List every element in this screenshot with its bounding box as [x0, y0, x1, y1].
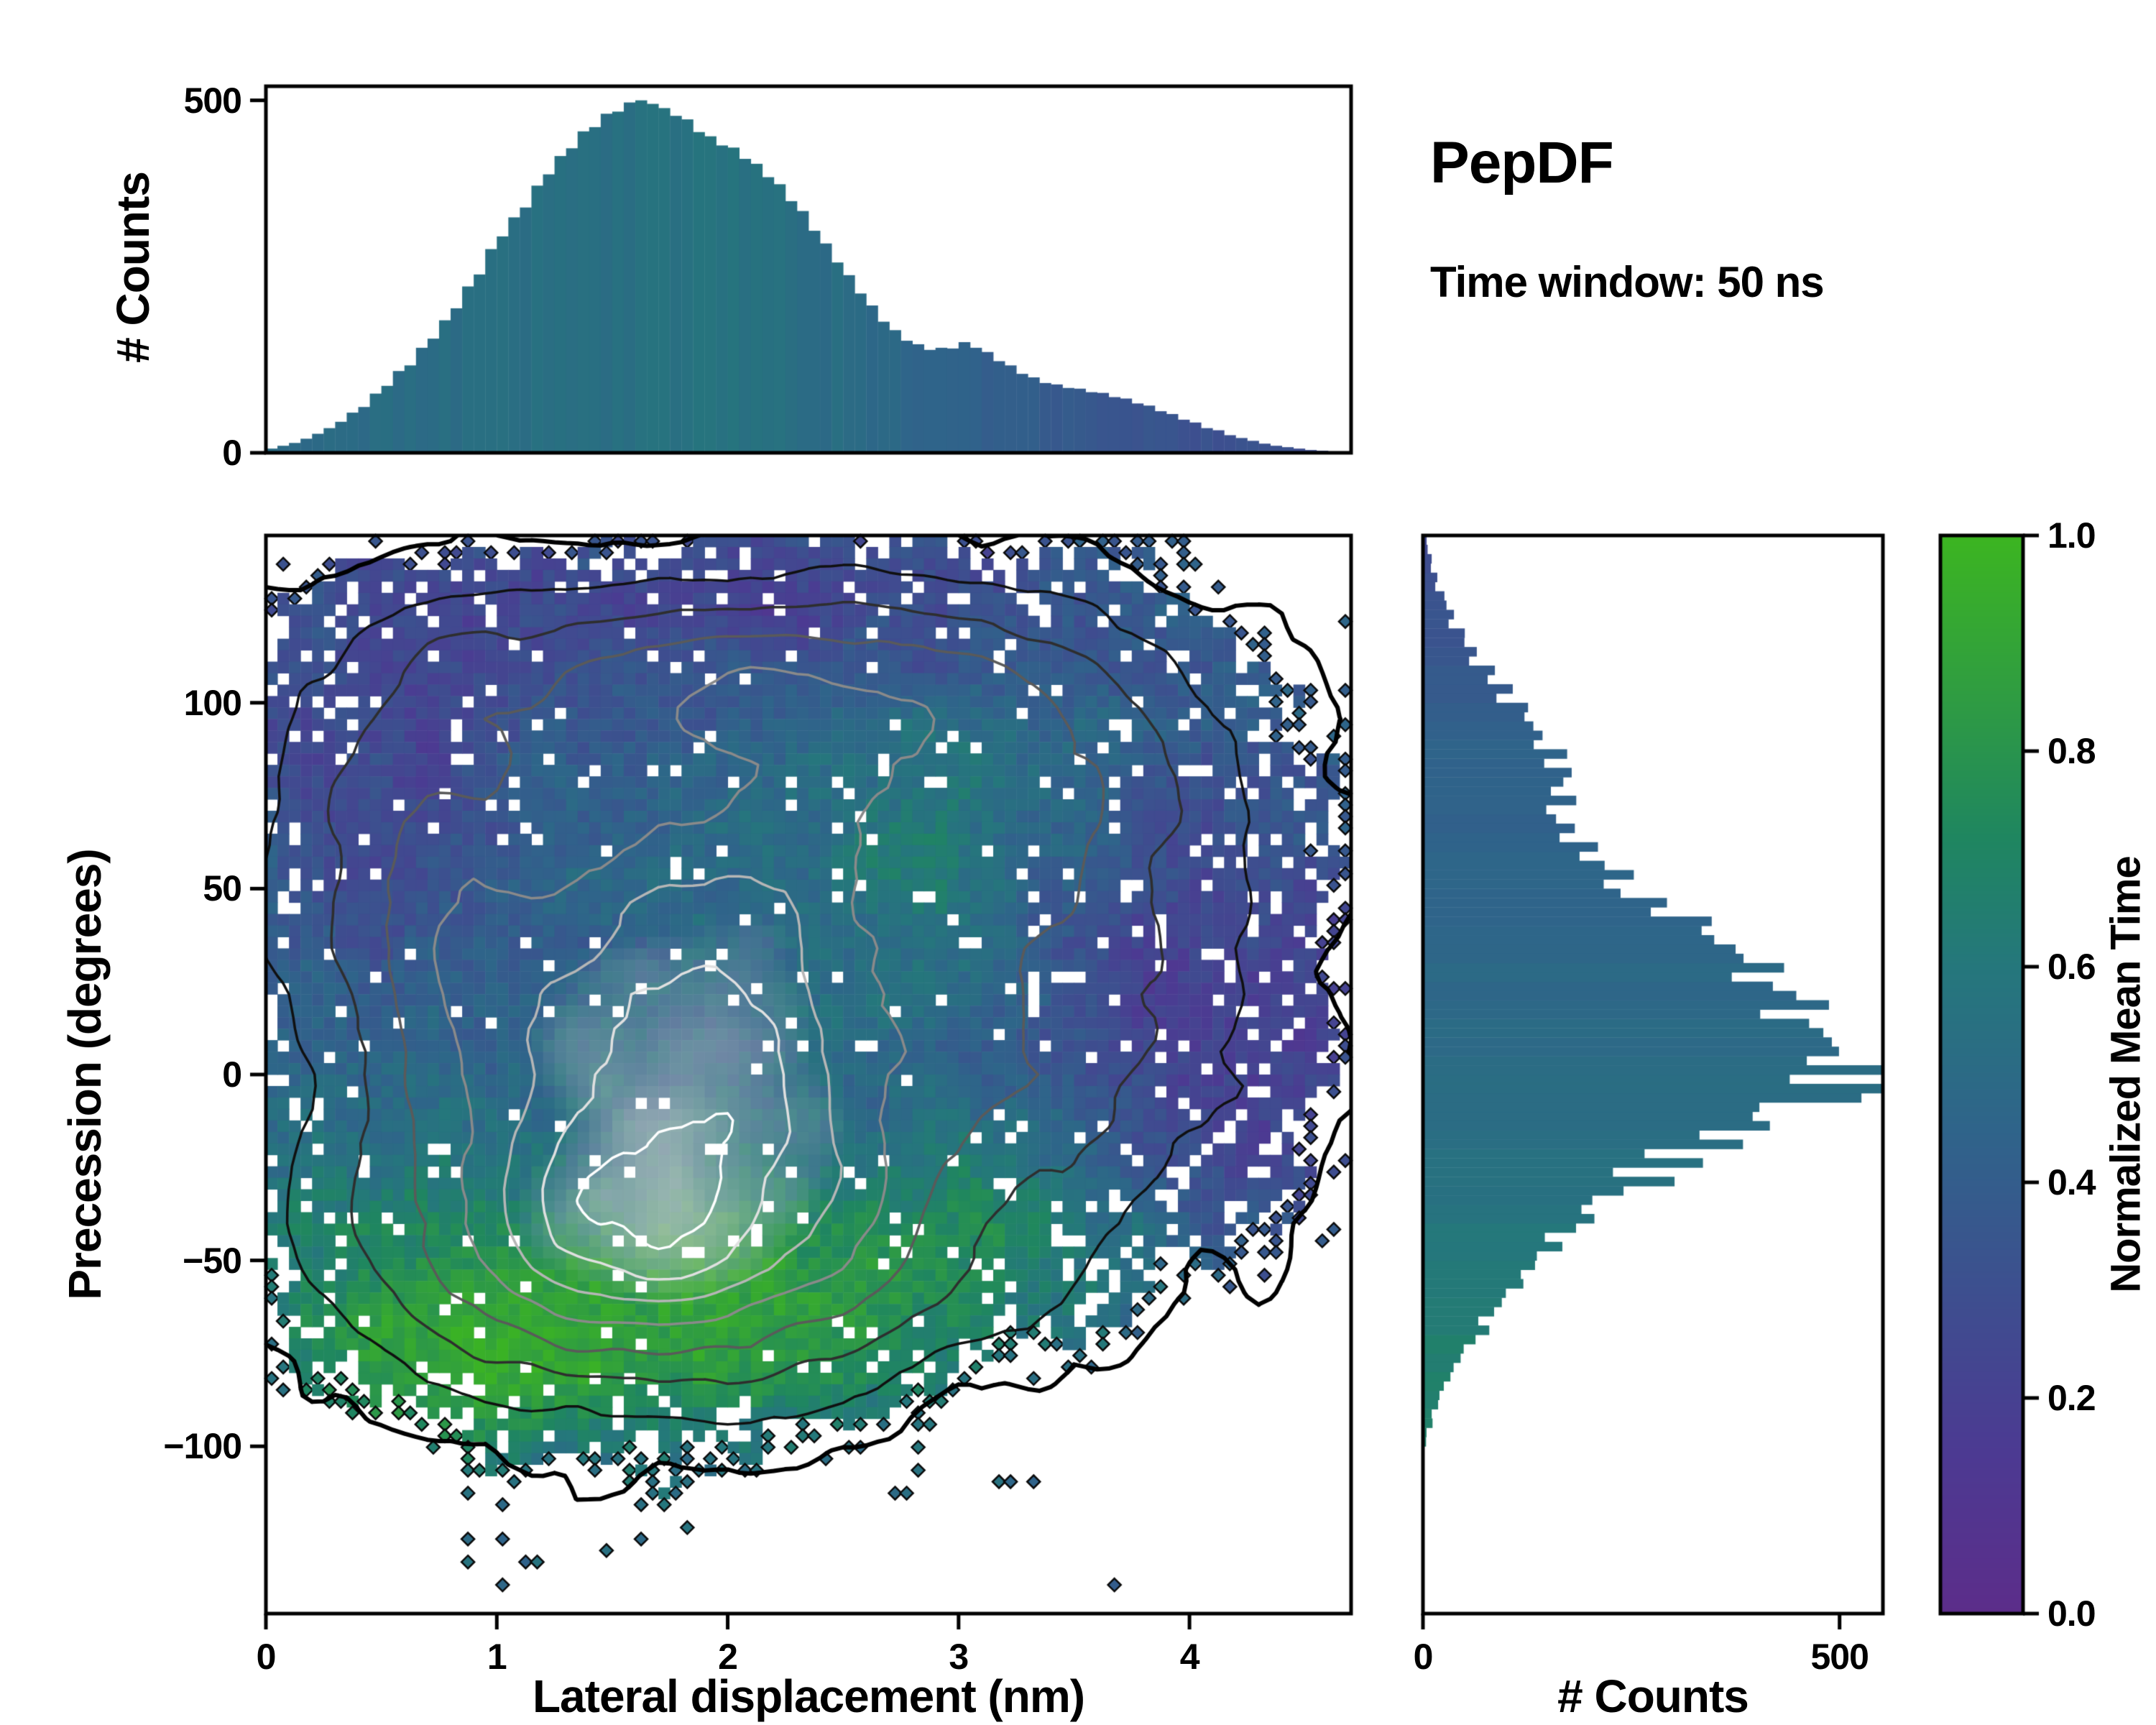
colorbar-tick-label: 0.6: [2047, 947, 2096, 987]
right-hist-x-tick-label: 500: [1810, 1637, 1869, 1677]
main-y-tick-label: −50: [183, 1240, 242, 1281]
colorbar-tick-label: 0.4: [2047, 1162, 2096, 1202]
top-hist-y-tick-label: 0: [222, 433, 242, 473]
main-y-axis-label: Precession (degrees): [59, 849, 111, 1300]
top-hist-y-tick-label: 500: [183, 80, 242, 121]
main-x-axis-label: Lateral displacement (nm): [532, 1670, 1085, 1722]
main-y-tick-label: 100: [183, 682, 242, 723]
colorbar-tick-label: 0.8: [2047, 731, 2096, 771]
colorbar-tick-label: 0.0: [2047, 1593, 2096, 1634]
plot-title: PepDF: [1430, 130, 1614, 196]
right-hist-x-axis-label: # Counts: [1557, 1670, 1749, 1722]
main-x-tick-label: 3: [949, 1637, 969, 1677]
colorbar-tick-label: 0.2: [2047, 1378, 2096, 1418]
colorbar-label: Normalized Mean Time: [2102, 856, 2150, 1293]
colorbar-tick-label: 1.0: [2047, 515, 2096, 556]
main-y-tick-label: 50: [203, 868, 242, 909]
main-y-tick-label: −100: [163, 1426, 242, 1467]
right-hist-x-tick-label: 0: [1413, 1637, 1434, 1677]
main-x-tick-label: 0: [256, 1637, 277, 1677]
main-x-tick-label: 1: [487, 1637, 507, 1677]
main-x-tick-label: 2: [718, 1637, 738, 1677]
plot-subtitle: Time window: 50 ns: [1430, 258, 1825, 306]
main-x-tick-label: 4: [1179, 1637, 1200, 1677]
main-y-tick-label: 0: [222, 1054, 242, 1095]
top-hist-y-axis-label: # Counts: [107, 172, 159, 363]
